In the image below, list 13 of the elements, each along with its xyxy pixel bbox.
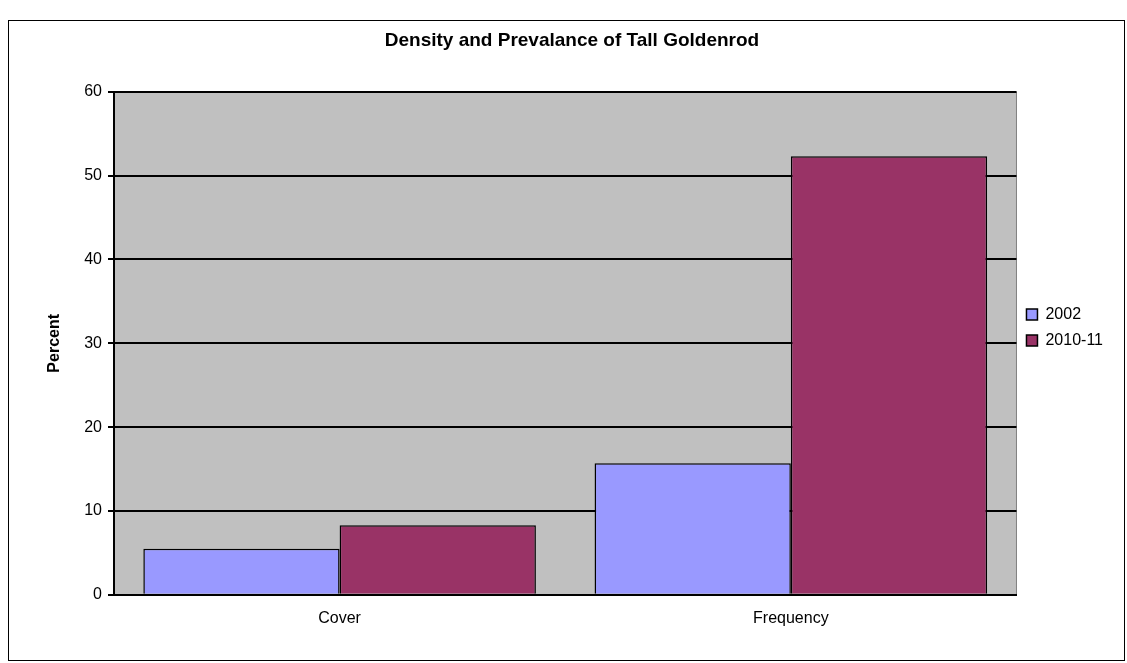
x-tick-label: Frequency xyxy=(753,608,829,626)
y-tick-label: 50 xyxy=(84,166,103,184)
y-axis-title: Percent xyxy=(45,313,63,373)
x-tick-label: Cover xyxy=(318,608,362,626)
y-tick-label: 0 xyxy=(93,585,103,603)
y-tick-label: 60 xyxy=(84,82,103,100)
legend-label: 2002 xyxy=(1045,304,1082,322)
chart-title: Density and Prevalance of Tall Goldenrod xyxy=(384,28,760,50)
y-tick-label: 10 xyxy=(84,501,103,519)
y-tick-label: 20 xyxy=(84,417,103,435)
y-tick-label: 40 xyxy=(84,249,103,267)
legend-label: 2010-11 xyxy=(1045,330,1104,348)
y-tick-label: 30 xyxy=(84,333,103,351)
